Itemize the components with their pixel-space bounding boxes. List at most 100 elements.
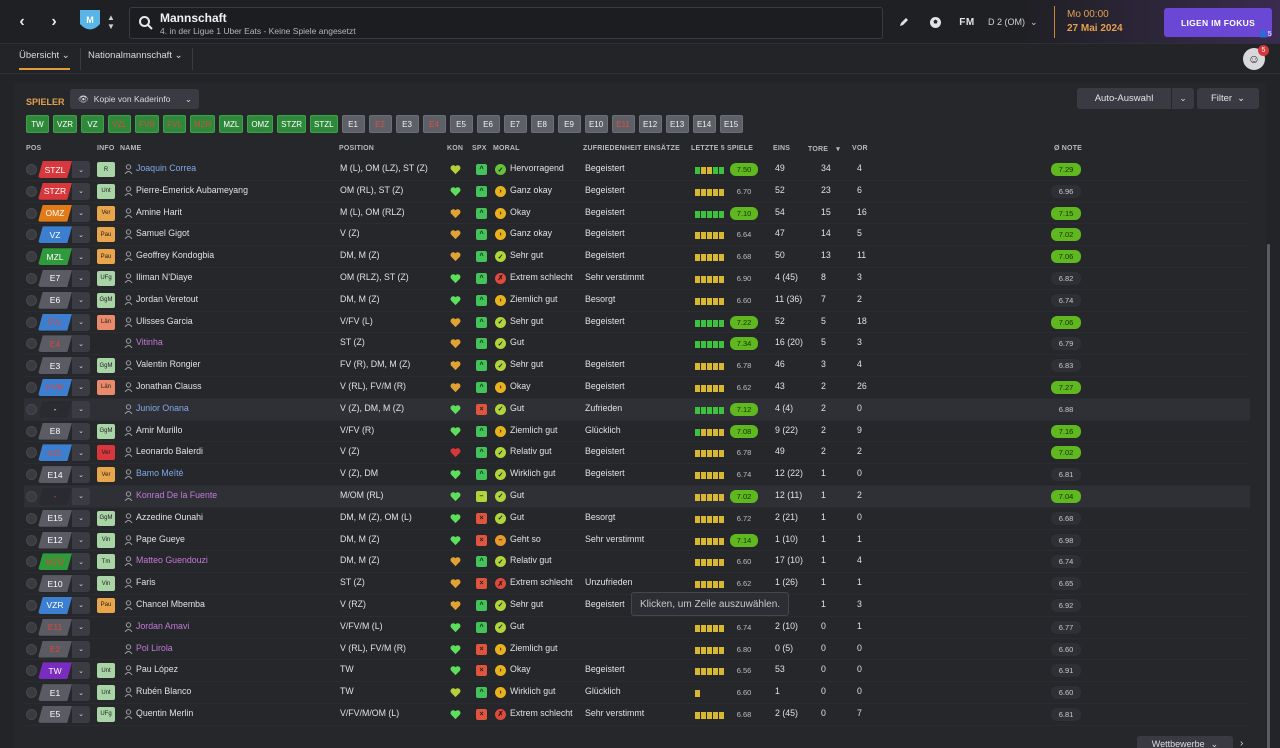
position-select[interactable]: E11 ⌄ [38, 618, 90, 636]
player-name[interactable]: Pau López [136, 664, 179, 675]
row-checkbox[interactable] [26, 229, 37, 241]
table-row[interactable]: STZR ⌄ Unt Pierre-Emerick Aubameyang OM … [24, 181, 1250, 203]
position-select[interactable]: VZR ⌄ [38, 596, 90, 614]
position-chip[interactable]: E1 [341, 115, 365, 133]
player-name[interactable]: Pierre-Emerick Aubameyang [136, 184, 248, 195]
row-checkbox[interactable] [26, 164, 37, 175]
position-select[interactable]: STZR ⌄ [38, 182, 90, 200]
table-row[interactable]: E1 ⌄ Unt Rubén Blanco TW ^ › Wirklich gu… [24, 682, 1250, 704]
player-name[interactable]: Pol Lirola [136, 642, 173, 653]
col-moral[interactable]: MORAL [493, 145, 520, 152]
table-row[interactable]: FVL ⌄ Län Ulisses Garcia V/FV (L) ^ ✓ Se… [24, 312, 1250, 334]
position-select[interactable]: VZL ⌄ [38, 444, 90, 462]
row-checkbox[interactable] [26, 556, 37, 568]
table-row[interactable]: MZL ⌄ Pau Geoffrey Kondogbia DM, M (Z) ^… [24, 246, 1250, 268]
forward-arrow-icon[interactable]: › [51, 13, 57, 30]
filter-button[interactable]: Filter ⌄ [1197, 88, 1259, 109]
auto-select-button[interactable]: Auto-Auswahl [1077, 88, 1171, 109]
position-chip[interactable]: E9 [557, 115, 581, 133]
player-name[interactable]: Jordan Veretout [136, 293, 199, 304]
tab-uebersicht[interactable]: Übersicht ⌄ [19, 50, 70, 70]
col-info[interactable]: INFO [97, 145, 115, 152]
position-chip[interactable]: OMZ [247, 115, 274, 133]
position-chip[interactable]: E2 [368, 115, 392, 133]
player-name[interactable]: Quentin Merlin [136, 707, 194, 718]
row-checkbox[interactable] [26, 381, 37, 393]
row-checkbox[interactable] [26, 316, 37, 328]
position-select[interactable]: MZR ⌄ [38, 553, 90, 571]
position-chip[interactable]: FVR [135, 115, 159, 133]
player-name[interactable]: Ulisses Garcia [136, 315, 193, 326]
position-chip[interactable]: VZL [108, 115, 131, 133]
position-select[interactable]: E3 ⌄ [38, 357, 90, 375]
col-eins[interactable]: EINS [773, 145, 791, 152]
edit-pencil-icon[interactable] [896, 12, 912, 32]
row-checkbox[interactable] [26, 643, 37, 655]
ball-icon[interactable] [927, 12, 943, 32]
table-row[interactable]: MZR ⌄ Tm Matteo Guendouzi DM, M (Z) ^ ✓ … [24, 551, 1250, 574]
table-row[interactable]: - ⌄ Junior Onana V (Z), DM, M (Z) × ✓ Gu… [24, 398, 1250, 421]
row-checkbox[interactable] [26, 621, 37, 633]
club-switch-icon[interactable]: ▲ ▼ [107, 13, 115, 31]
position-select[interactable]: E5 ⌄ [38, 705, 90, 723]
player-name[interactable]: Iliman N'Diaye [136, 271, 193, 282]
game-date[interactable]: Mo 00:00 27 Mai 2024 [1054, 6, 1123, 38]
row-checkbox[interactable] [26, 360, 37, 372]
leagues-in-focus-button[interactable]: LIGEN IM FOKUS [1164, 8, 1272, 37]
position-select[interactable]: E14 ⌄ [38, 466, 90, 484]
next-arrow-icon[interactable]: › [1240, 738, 1244, 748]
table-row[interactable]: OMZ ⌄ Ver Amine Harit M (L), OM (RLZ) ^ … [24, 203, 1250, 225]
col-tore[interactable]: TORE ▾ [808, 145, 840, 153]
position-select[interactable]: TW ⌄ [38, 662, 90, 680]
row-checkbox[interactable] [26, 534, 37, 546]
position-select[interactable]: E2 ⌄ [38, 640, 90, 658]
search-bar[interactable]: Mannschaft 4. in der Ligue 1 Uber Eats -… [129, 7, 883, 39]
table-row[interactable]: STZL ⌄ R Joaquin Correa M (L), OM (LZ), … [24, 159, 1250, 181]
table-row[interactable]: E3 ⌄ GgM Valentin Rongier FV (R), DM, M … [24, 355, 1250, 377]
player-name[interactable]: Valentin Rongier [136, 359, 201, 370]
competitions-button[interactable]: Wettbewerbe ⌄ [1137, 736, 1233, 748]
col-kon[interactable]: KON [447, 145, 464, 152]
position-select[interactable]: E8 ⌄ [38, 422, 90, 440]
row-checkbox[interactable] [26, 469, 37, 481]
position-chip[interactable]: E10 [584, 115, 608, 133]
col-note[interactable]: Ø NOTE [1054, 145, 1083, 152]
row-checkbox[interactable] [26, 272, 37, 284]
player-name[interactable]: Junior Onana [136, 402, 189, 413]
position-select[interactable]: - ⌄ [38, 487, 90, 505]
back-arrow-icon[interactable]: ‹ [19, 13, 25, 30]
player-name[interactable]: Joaquin Correa [136, 163, 197, 173]
row-checkbox[interactable] [26, 665, 37, 677]
player-name[interactable]: Chancel Mbemba [136, 598, 205, 609]
player-name[interactable]: Azzedine Ounahi [136, 511, 203, 522]
table-row[interactable]: E14 ⌄ Ver Bamo Meïté V (Z), DM ^ ✓ Wirkl… [24, 464, 1250, 486]
fm-logo[interactable]: FM [959, 16, 975, 28]
table-row[interactable]: E7 ⌄ UFg Iliman N'Diaye OM (RLZ), ST (Z)… [24, 268, 1250, 290]
row-checkbox[interactable] [26, 512, 37, 524]
table-row[interactable]: FVR ⌄ Län Jonathan Clauss V (RL), FV/M (… [24, 377, 1250, 399]
player-name[interactable]: Leonardo Balerdi [136, 446, 204, 457]
position-select[interactable]: E6 ⌄ [38, 291, 90, 309]
club-crest-icon[interactable]: M [76, 6, 104, 38]
position-chip[interactable]: E6 [476, 115, 500, 133]
position-select[interactable]: MZL ⌄ [38, 248, 90, 266]
row-checkbox[interactable] [26, 294, 37, 306]
position-select[interactable]: VZ ⌄ [38, 226, 90, 244]
row-checkbox[interactable] [26, 251, 37, 263]
position-select[interactable]: E15 ⌄ [38, 509, 90, 527]
position-select[interactable]: OMZ ⌄ [38, 204, 90, 222]
position-select[interactable]: STZL ⌄ [38, 161, 90, 178]
player-name[interactable]: Faris [136, 577, 156, 588]
row-checkbox[interactable] [26, 338, 37, 350]
position-chip[interactable]: VZ [81, 115, 104, 133]
position-select[interactable]: FVL ⌄ [38, 313, 90, 331]
position-select[interactable]: E12 ⌄ [38, 531, 90, 549]
table-row[interactable]: - ⌄ Konrad De la Fuente M/OM (RL) – ✓ Gu… [24, 485, 1250, 508]
position-chip[interactable]: E12 [638, 115, 662, 133]
position-chip[interactable]: E7 [503, 115, 527, 133]
table-scrollbar[interactable] [1267, 244, 1270, 748]
player-name[interactable]: Amir Murillo [136, 424, 183, 435]
player-name[interactable]: Jordan Amavi [136, 620, 190, 631]
row-checkbox[interactable] [26, 185, 37, 197]
col-pos[interactable]: POS [26, 145, 42, 152]
